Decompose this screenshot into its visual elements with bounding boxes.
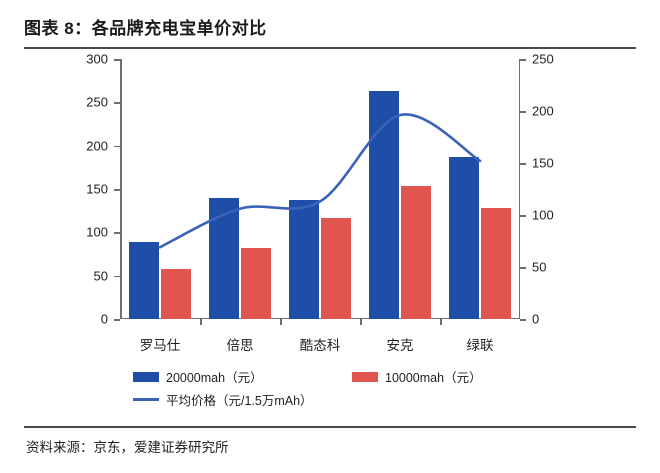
x-axis-label-4: 绿联 xyxy=(466,338,494,353)
right-axis-tick xyxy=(520,163,526,165)
bar-10000mah xyxy=(401,185,431,319)
legend-item-10000mah: 10000mah（元） xyxy=(352,367,482,386)
left-axis-tick-label: 150 xyxy=(86,181,108,197)
x-axis-label-2: 酷态科 xyxy=(299,338,341,353)
left-axis-tick xyxy=(114,145,120,148)
bar-group xyxy=(369,59,431,319)
red-square-swatch-icon xyxy=(352,371,378,382)
left-axis-tick-label: 250 xyxy=(86,94,108,110)
right-axis-tick xyxy=(520,267,526,269)
right-axis-tick-label: 50 xyxy=(532,259,547,275)
x-axis-tick xyxy=(200,319,202,325)
right-axis-tick-label: 250 xyxy=(532,51,554,67)
bottom-axis-line xyxy=(120,317,520,319)
x-axis-label-1: 倍思 xyxy=(226,338,254,353)
right-axis-tick xyxy=(520,319,526,321)
left-axis-line xyxy=(120,59,122,319)
left-axis-tick xyxy=(114,319,120,321)
legend-item-average-price: 平均价格（元/1.5万mAh） xyxy=(133,390,313,409)
bar-group xyxy=(289,59,351,319)
bar-20000mah xyxy=(129,241,159,319)
page-title: 图表 8：各品牌充电宝单价对比 xyxy=(24,19,267,38)
legend-label-average-price: 平均价格（元/1.5万mAh） xyxy=(166,394,313,408)
left-axis-tick-label: 50 xyxy=(93,268,108,284)
right-axis-tick-label: 0 xyxy=(532,311,540,327)
legend-label-20000mah: 20000mah（元） xyxy=(166,371,263,385)
left-axis-tick-label: 300 xyxy=(86,51,108,67)
right-axis-tick-label: 200 xyxy=(532,103,554,119)
right-axis-tick-label: 100 xyxy=(532,207,554,223)
plot-frame: 0 50 100 150 200 250 300 0 50 100 150 200 250 xyxy=(86,53,553,326)
title-block: 图表 8：各品牌充电宝单价对比 xyxy=(0,0,660,49)
left-axis-tick-label: 100 xyxy=(86,224,108,240)
left-axis-tick xyxy=(114,102,120,104)
left-axis-tick xyxy=(114,232,120,234)
legend-item-20000mah: 20000mah（元） xyxy=(133,367,263,386)
bar-group xyxy=(129,59,191,319)
left-axis-tick-label: 200 xyxy=(86,138,108,154)
left-axis-tick xyxy=(114,59,120,61)
left-axis-tick xyxy=(114,275,120,278)
bar-20000mah xyxy=(289,200,319,319)
blue-square-swatch-icon xyxy=(133,371,159,382)
bar-10000mah xyxy=(241,248,271,319)
source-note: 资料来源：京东，爱建证券研究所 xyxy=(26,440,229,455)
x-axis-tick xyxy=(440,319,442,325)
left-axis-tick-label: 0 xyxy=(100,311,108,327)
bar-group xyxy=(449,59,511,319)
right-axis-tick xyxy=(520,111,526,113)
footer-divider xyxy=(24,426,636,428)
chart-legend: 20000mah（元） 10000mah（元） 平均价格（元/1.5万mAh） xyxy=(0,363,660,415)
legend-label-10000mah: 10000mah（元） xyxy=(385,371,482,385)
bar-20000mah xyxy=(369,91,399,319)
x-axis-labels: 罗马仕 倍思 酷态科 安克 绿联 xyxy=(120,334,520,358)
x-axis-tick xyxy=(280,319,282,325)
average-price-line-path xyxy=(158,113,482,249)
right-axis-line xyxy=(518,59,520,319)
right-axis-tick-label: 150 xyxy=(532,155,554,171)
bar-10000mah xyxy=(161,269,191,319)
bar-series-group xyxy=(120,59,520,319)
average-price-line-series xyxy=(158,113,482,249)
plot-area: 0 50 100 150 200 250 300 0 50 100 150 200 250 罗马仕 倍思… xyxy=(0,49,660,354)
bar-10000mah xyxy=(481,207,511,319)
left-axis-tick xyxy=(114,189,120,191)
right-axis-tick xyxy=(520,59,526,61)
blue-line-swatch-icon xyxy=(133,398,159,401)
right-axis-tick xyxy=(520,215,526,217)
x-axis-label-3: 安克 xyxy=(386,338,414,353)
bar-10000mah xyxy=(321,218,351,319)
title-divider xyxy=(24,47,636,49)
x-axis-label-0: 罗马仕 xyxy=(139,338,181,353)
x-axis-tick xyxy=(360,319,362,325)
bar-20000mah xyxy=(449,156,479,319)
